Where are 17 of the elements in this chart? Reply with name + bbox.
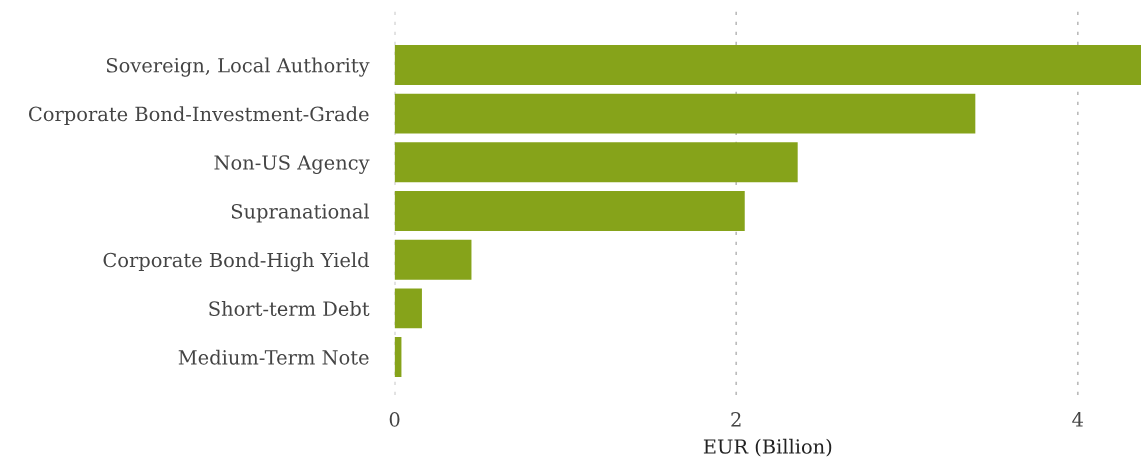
- y-tick-label: Short-term Debt: [209, 300, 370, 317]
- bar: [394, 239, 472, 280]
- y-tick-label: Non-US Agency: [214, 155, 370, 174]
- x-axis-title: EUR (Billion): [703, 438, 832, 457]
- bar: [394, 191, 745, 231]
- bar: [394, 93, 976, 134]
- y-tick-label: Corporate Bond-High Yield: [103, 252, 370, 272]
- y-tick-label: Sovereign, Local Authority: [106, 57, 370, 77]
- y-tick-label: Medium-Term Note: [178, 349, 369, 365]
- bar: [394, 45, 1141, 85]
- x-tick-label: 0: [389, 412, 400, 427]
- bar: [394, 288, 422, 329]
- y-tick-label: Supranational: [231, 203, 370, 223]
- x-tick-label: 4: [1072, 412, 1084, 427]
- bar: [394, 142, 798, 183]
- y-tick-label: Corporate Bond-Investment-Grade: [29, 106, 369, 126]
- x-tick-label: 2: [731, 412, 741, 427]
